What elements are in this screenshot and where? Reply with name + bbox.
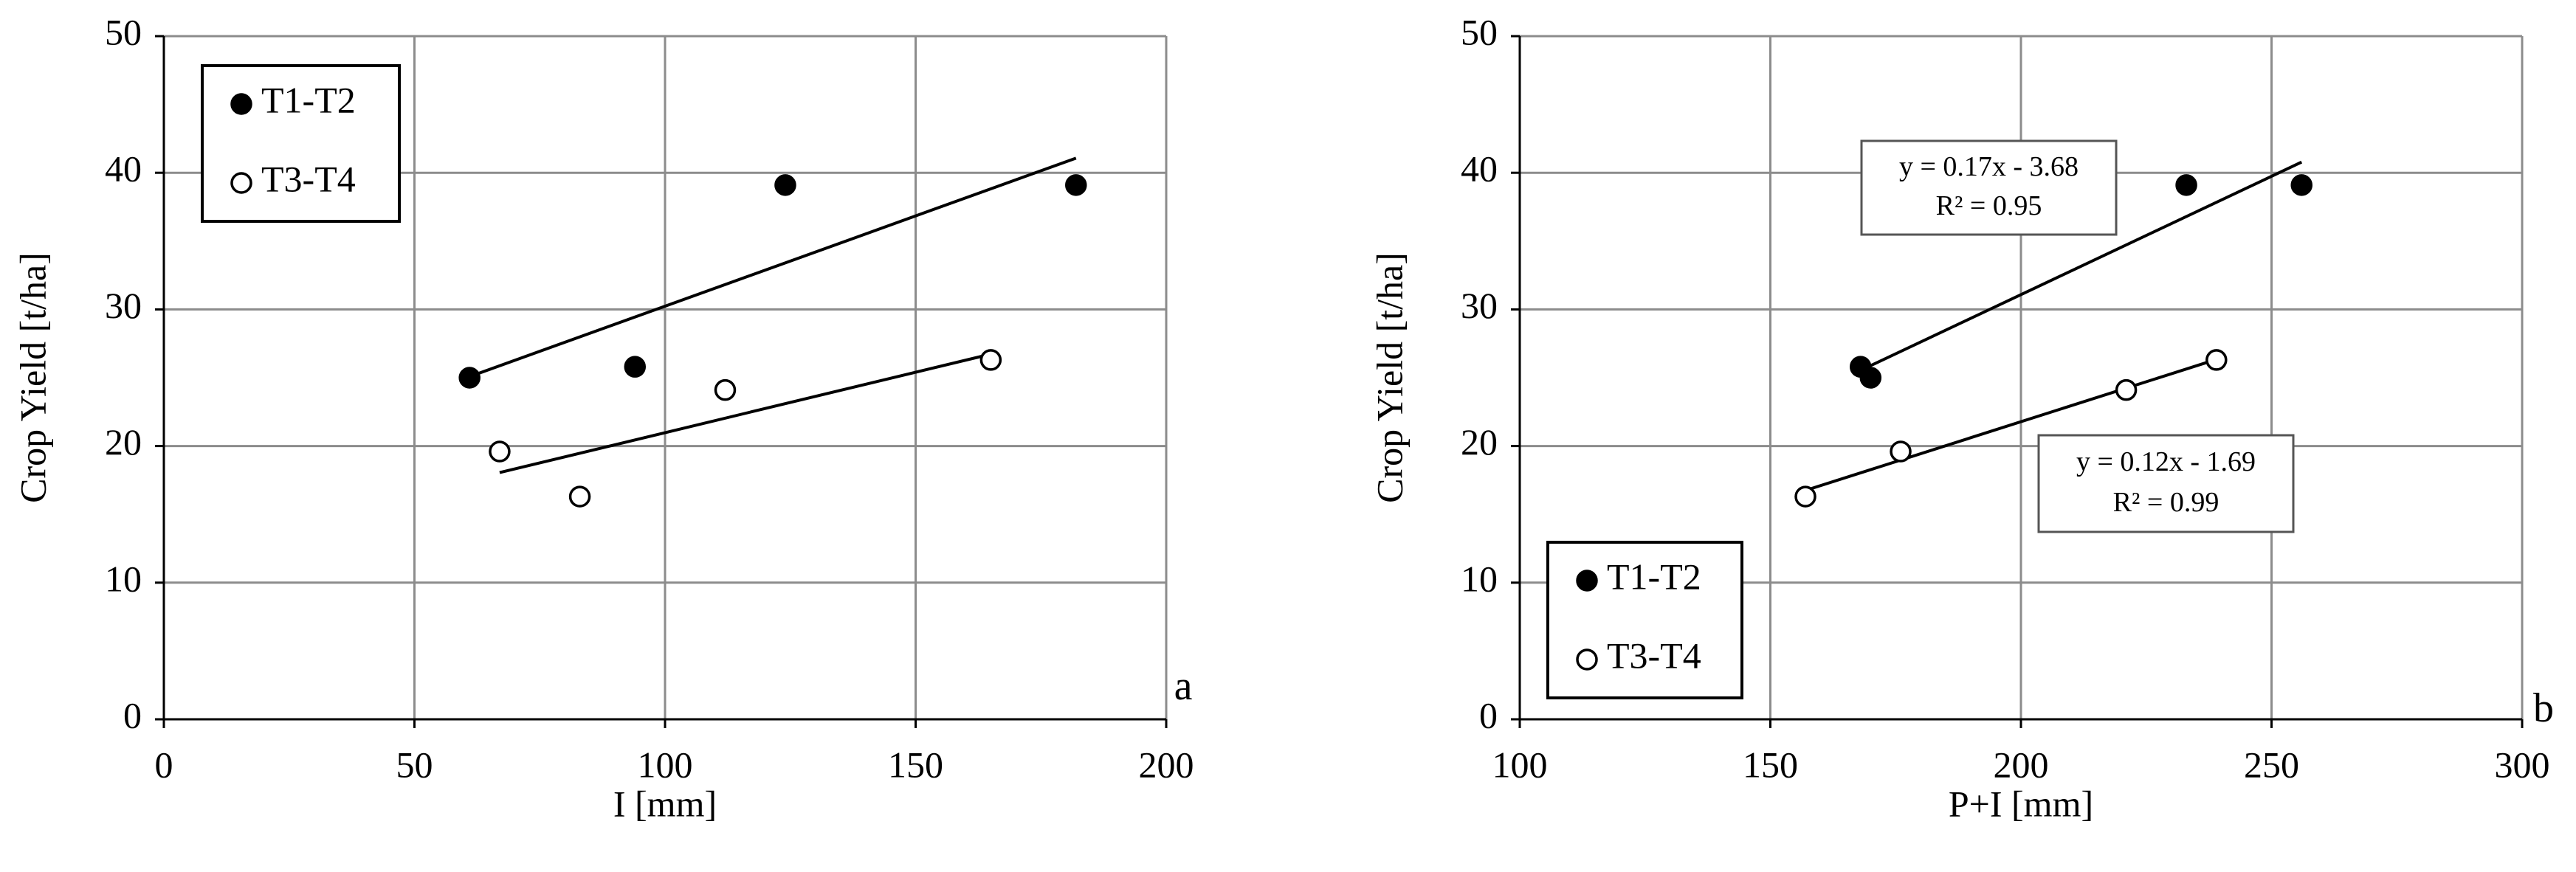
data-point: [1859, 367, 1882, 389]
equation-text: R² = 0.99: [2113, 487, 2219, 518]
y-tick-label: 0: [123, 694, 142, 736]
data-point: [2205, 349, 2228, 371]
legend-marker: [230, 172, 252, 194]
y-axis-label: Crop Yield [t/ha]: [1368, 252, 1410, 503]
data-point: [714, 378, 737, 401]
x-axis-label: I [mm]: [613, 783, 717, 824]
legend-marker: [1576, 648, 1598, 671]
y-tick-label: 30: [105, 285, 142, 326]
x-tick-label: 50: [396, 744, 433, 785]
trend-line: [499, 353, 991, 474]
equation-text: y = 0.12x - 1.69: [2076, 446, 2256, 477]
equation-text: y = 0.17x - 3.68: [1899, 151, 2079, 182]
x-tick-label: 100: [638, 744, 693, 785]
panel-label: a: [1174, 663, 1193, 709]
data-point: [2115, 378, 2138, 401]
data-point: [1890, 440, 1912, 463]
x-tick-label: 0: [155, 744, 173, 785]
data-point: [2175, 174, 2197, 196]
y-tick-label: 50: [1461, 11, 1498, 52]
data-point: [774, 174, 796, 196]
legend-label: T1-T2: [1607, 556, 1701, 597]
legend-label: T1-T2: [261, 79, 356, 120]
x-tick-label: 200: [1139, 744, 1194, 785]
legend-box: [1546, 541, 1743, 699]
y-tick-label: 20: [105, 421, 142, 463]
x-tick-label: 150: [888, 744, 943, 785]
y-tick-label: 50: [105, 11, 142, 52]
legend-marker: [230, 93, 252, 115]
x-tick-label: 250: [2244, 744, 2299, 785]
y-tick-label: 40: [1461, 148, 1498, 190]
legend-label: T3-T4: [1607, 634, 1701, 676]
x-axis-label: P+I [mm]: [1949, 783, 2093, 824]
y-tick-label: 10: [105, 558, 142, 599]
x-tick-label: 200: [1994, 744, 2049, 785]
data-point: [489, 440, 511, 463]
y-tick-label: 40: [105, 148, 142, 190]
equation-box: [1860, 139, 2118, 236]
equation-text: R² = 0.95: [1936, 190, 2042, 221]
panel-label: b: [2533, 685, 2554, 731]
y-tick-label: 20: [1461, 421, 1498, 463]
x-tick-label: 100: [1492, 744, 1548, 785]
data-point: [624, 356, 647, 378]
x-tick-label: 150: [1743, 744, 1798, 785]
legend-marker: [1576, 570, 1598, 592]
trend-line: [1859, 160, 2303, 372]
data-point: [568, 485, 591, 508]
legend-box: [201, 64, 401, 223]
trend-line: [469, 156, 1077, 378]
data-point: [458, 367, 481, 389]
data-point: [1794, 485, 1816, 508]
trend-line: [1805, 358, 2217, 492]
data-point: [979, 349, 1002, 371]
y-tick-label: 10: [1461, 558, 1498, 599]
data-point: [1065, 174, 1087, 196]
legend-label: T3-T4: [261, 158, 356, 199]
equation-box: [2037, 434, 2295, 533]
x-tick-label: 300: [2495, 744, 2550, 785]
data-point: [2290, 174, 2312, 196]
y-axis-label: Crop Yield [t/ha]: [12, 252, 53, 503]
y-tick-label: 0: [1479, 694, 1498, 736]
y-tick-label: 30: [1461, 285, 1498, 326]
